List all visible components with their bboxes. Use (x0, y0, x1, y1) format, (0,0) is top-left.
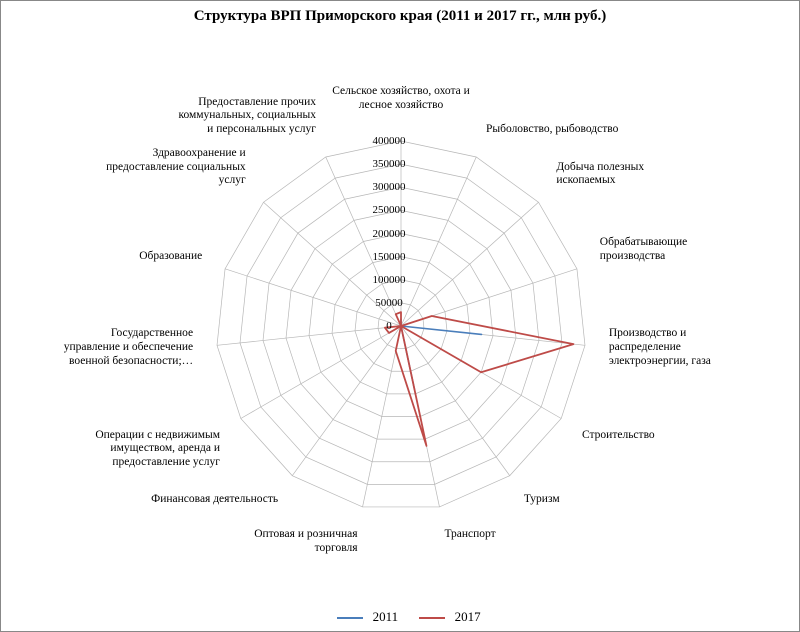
radial-tick-label: 0 (386, 320, 392, 332)
axis-label: Оптовая и розничная торговля (254, 528, 357, 556)
radial-tick-label: 100000 (373, 274, 406, 286)
radial-tick-label: 150000 (373, 251, 406, 263)
series-2017 (385, 312, 574, 446)
axis-label: Здравоохранение и предоставление социаль… (106, 147, 246, 188)
axis-label: Добыча полезных ископаемых (556, 161, 644, 189)
radial-tick-label: 200000 (373, 228, 406, 240)
axis-label: Обрабатывающие производства (600, 236, 688, 264)
chart-title: Структура ВРП Приморского края (2011 и 2… (1, 7, 799, 26)
legend-label-2011: 2011 (373, 609, 399, 624)
axis-label: Сельское хозяйство, охота и лесное хозяй… (332, 85, 470, 113)
axis-label: Финансовая деятельность (151, 493, 278, 507)
radial-tick-label: 300000 (373, 181, 406, 193)
radial-tick-label: 50000 (375, 297, 403, 309)
chart-legend: 2011 2017 (1, 609, 799, 625)
legend-label-2017: 2017 (455, 609, 481, 624)
axis-label: Государственное управление и обеспечение… (64, 327, 193, 368)
axis-label: Предоставление прочих коммунальных, соци… (178, 96, 316, 137)
radar-chart: 0 50000 100000 150000 200000 250000 300000 3500… (1, 61, 800, 581)
legend-swatch-2017 (419, 617, 445, 619)
axis-label: Образование (139, 250, 202, 264)
axis-label: Рыболовство, рыбоводство (486, 123, 618, 137)
axis-label: Производство и распределение электроэнер… (609, 327, 711, 368)
axis-label: Операции с недвижимым имуществом, аренда… (95, 429, 220, 470)
radial-tick-label: 350000 (373, 158, 406, 170)
axis-label: Транспорт (444, 528, 495, 542)
chart-frame: Структура ВРП Приморского края (2011 и 2… (0, 0, 800, 632)
axis-label: Туризм (524, 493, 560, 507)
legend-swatch-2011 (337, 617, 363, 619)
radial-tick-label: 400000 (373, 135, 406, 147)
radial-tick-label: 250000 (373, 204, 406, 216)
axis-label: Строительство (582, 429, 655, 443)
